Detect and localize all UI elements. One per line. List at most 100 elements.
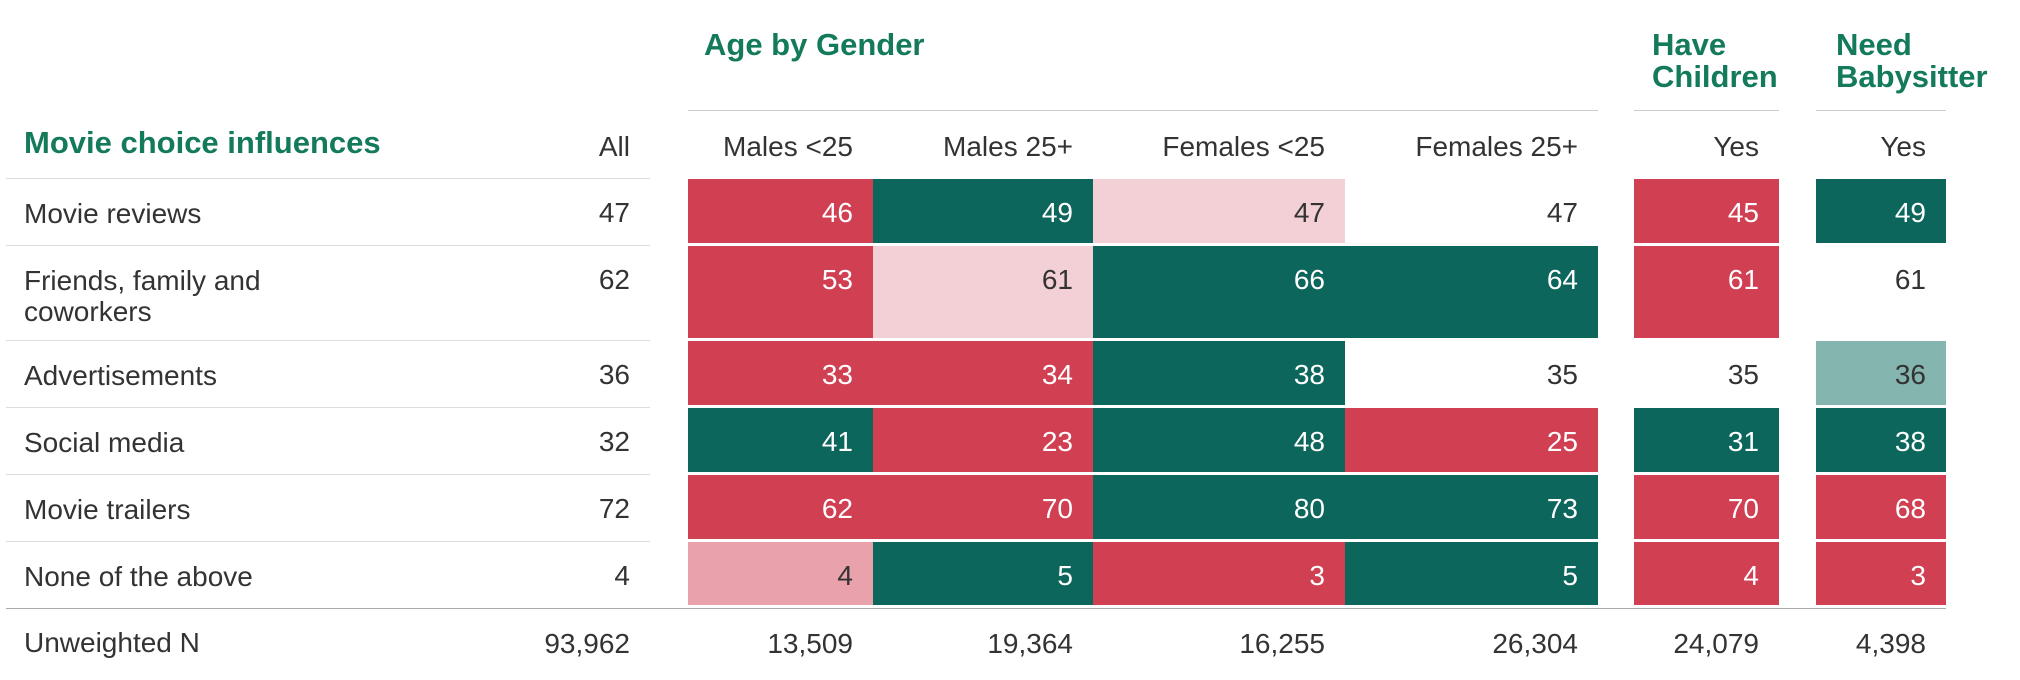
cell-fill — [1345, 542, 1598, 607]
cell-fill — [1345, 246, 1598, 340]
cell-fill — [1093, 408, 1345, 474]
cell-value: 36 — [1894, 359, 1926, 390]
cell-value: 3 — [1309, 560, 1325, 591]
row-label-line: coworkers — [24, 295, 152, 327]
cell-value: 53 — [821, 264, 853, 295]
cell-fill — [1093, 475, 1345, 541]
cell-fill — [1816, 408, 1946, 474]
cell-fill — [688, 341, 873, 407]
cell-value: 73 — [1546, 493, 1578, 524]
column-header: Females 25+ — [1415, 131, 1578, 162]
cell-value: 35 — [1727, 359, 1759, 390]
cell-fill — [1634, 408, 1779, 474]
cell-value: 4 — [837, 560, 853, 591]
cell-value: 49 — [1041, 197, 1073, 228]
cell-fill — [1093, 179, 1345, 245]
cell-value: 38 — [1894, 426, 1926, 457]
cell-value: 46 — [821, 197, 853, 228]
cell-value: 45 — [1727, 197, 1759, 228]
column-header: Yes — [1880, 131, 1926, 162]
column-header: Females <25 — [1162, 131, 1325, 162]
footer-value: 19,364 — [987, 628, 1073, 659]
cell-fill — [1816, 341, 1946, 407]
cell-value: 72 — [598, 493, 630, 524]
cell-fill — [1093, 341, 1345, 407]
cell-fill — [1634, 179, 1779, 245]
cell-value: 61 — [1894, 264, 1926, 295]
cell-fill — [1345, 408, 1598, 474]
group-underline-age-by-gender — [688, 110, 1598, 111]
cell-fill — [688, 408, 873, 474]
cell-fill — [1816, 475, 1946, 541]
cell-fill — [1093, 542, 1345, 607]
cell-value: 3 — [1910, 560, 1926, 591]
cell-value: 23 — [1041, 426, 1073, 457]
footer-value: 26,304 — [1492, 628, 1578, 659]
row-label: Social media — [24, 427, 185, 458]
cell-value: 68 — [1894, 493, 1926, 524]
cell-value: 25 — [1546, 426, 1578, 457]
row-label: Movie trailers — [24, 494, 191, 525]
group-header-have-children: Have Children — [1652, 27, 1778, 94]
cell-value: 35 — [1546, 359, 1578, 390]
cell-value: 61 — [1727, 264, 1759, 295]
group-header-age-by-gender: Age by Gender — [704, 27, 925, 62]
cell-fill — [1634, 475, 1779, 541]
cell-fill — [688, 542, 873, 607]
cell-value: 41 — [821, 426, 853, 457]
column-header: Males <25 — [723, 131, 853, 162]
cell-fill — [1093, 246, 1345, 340]
cell-value: 5 — [1562, 560, 1578, 591]
cell-fill — [1634, 246, 1779, 340]
row-label: Advertisements — [24, 360, 217, 391]
cell-fill — [1816, 179, 1946, 245]
row-divider — [6, 245, 650, 246]
cell-value: 47 — [1293, 197, 1325, 228]
cell-fill — [688, 246, 873, 340]
row-divider — [6, 541, 650, 542]
cell-value: 70 — [1727, 493, 1759, 524]
cell-value: 38 — [1293, 359, 1325, 390]
group-header-need-babysitter: Need Babysitter — [1836, 27, 1988, 94]
row-label: Movie reviews — [24, 198, 202, 229]
cell-value: 61 — [1041, 264, 1073, 295]
footer-value: 24,079 — [1673, 628, 1759, 659]
cell-value: 36 — [598, 359, 630, 390]
cell-value: 32 — [598, 426, 630, 457]
cell-value: 47 — [598, 197, 630, 228]
row-label: None of the above — [24, 561, 253, 592]
footer-value: 13,509 — [767, 628, 853, 659]
footer-divider — [6, 608, 1946, 609]
cell-fill — [873, 341, 1093, 407]
cell-fill — [688, 179, 873, 245]
cell-value: 34 — [1041, 359, 1073, 390]
cell-value: 64 — [1546, 264, 1578, 295]
footer-value: 93,962 — [544, 628, 630, 659]
row-divider — [6, 340, 650, 341]
cell-value: 4 — [1743, 560, 1759, 591]
row-label-line: Friends, family and — [24, 265, 261, 296]
cell-fill — [688, 475, 873, 541]
row-divider — [6, 178, 650, 179]
cell-fill — [873, 542, 1093, 607]
cell-value: 5 — [1057, 560, 1073, 591]
cell-value: 62 — [821, 493, 853, 524]
row-label: Friends, family and coworkers — [24, 265, 354, 328]
column-header: Yes — [1713, 131, 1759, 162]
cell-value: 49 — [1894, 197, 1926, 228]
group-underline-need-babysitter — [1816, 110, 1946, 111]
cell-fill — [873, 475, 1093, 541]
cell-fill — [873, 179, 1093, 245]
footer-value: 16,255 — [1239, 628, 1325, 659]
row-divider — [6, 407, 650, 408]
cell-value: 48 — [1293, 426, 1325, 457]
cell-fill — [1634, 542, 1779, 607]
cell-fill — [1816, 542, 1946, 607]
footer-label: Unweighted N — [24, 627, 200, 658]
cell-value: 4 — [614, 560, 630, 591]
group-underline-have-children — [1634, 110, 1779, 111]
cell-value: 62 — [598, 264, 630, 295]
footer-value: 4,398 — [1855, 628, 1926, 659]
row-divider — [6, 474, 650, 475]
